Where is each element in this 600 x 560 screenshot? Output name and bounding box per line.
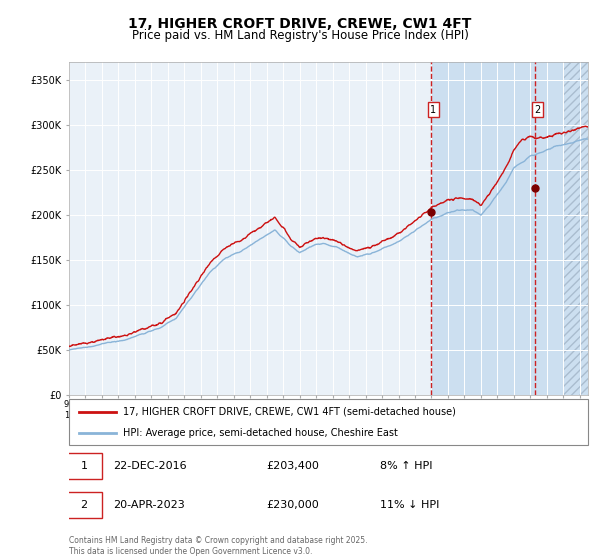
- Bar: [431, 62, 563, 395]
- Text: 2: 2: [535, 105, 541, 115]
- Text: 2: 2: [80, 500, 88, 510]
- Text: 11% ↓ HPI: 11% ↓ HPI: [380, 500, 440, 510]
- Text: £230,000: £230,000: [266, 500, 319, 510]
- Text: 17, HIGHER CROFT DRIVE, CREWE, CW1 4FT (semi-detached house): 17, HIGHER CROFT DRIVE, CREWE, CW1 4FT (…: [124, 407, 457, 417]
- FancyBboxPatch shape: [67, 453, 101, 479]
- Text: Price paid vs. HM Land Registry's House Price Index (HPI): Price paid vs. HM Land Registry's House …: [131, 29, 469, 42]
- Text: 1: 1: [430, 105, 437, 115]
- Text: 20-APR-2023: 20-APR-2023: [113, 500, 185, 510]
- FancyBboxPatch shape: [67, 492, 101, 518]
- Text: HPI: Average price, semi-detached house, Cheshire East: HPI: Average price, semi-detached house,…: [124, 428, 398, 438]
- Text: 1: 1: [80, 461, 88, 471]
- Text: 17, HIGHER CROFT DRIVE, CREWE, CW1 4FT: 17, HIGHER CROFT DRIVE, CREWE, CW1 4FT: [128, 17, 472, 31]
- Text: 22-DEC-2016: 22-DEC-2016: [113, 461, 187, 471]
- Bar: [563, 62, 588, 395]
- Text: £203,400: £203,400: [266, 461, 319, 471]
- Text: Contains HM Land Registry data © Crown copyright and database right 2025.
This d: Contains HM Land Registry data © Crown c…: [69, 536, 367, 556]
- FancyBboxPatch shape: [69, 399, 588, 445]
- Text: 8% ↑ HPI: 8% ↑ HPI: [380, 461, 433, 471]
